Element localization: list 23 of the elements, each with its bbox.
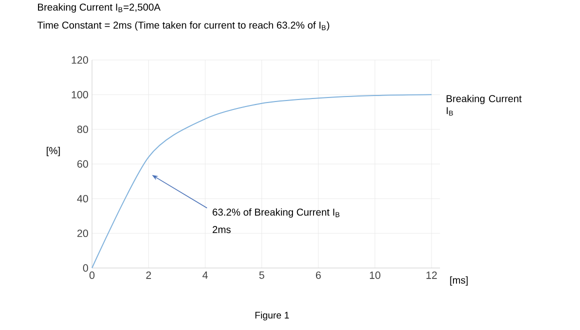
y-tick-label: 0 (83, 264, 88, 272)
chart-title: Breaking Current I$_{B}$=2,500A (38, 3, 161, 13)
x-tick-label: 2 (146, 272, 151, 279)
series-label: Breaking Current I$_{B}$ (446, 94, 522, 116)
x-tick-label: 5 (259, 272, 264, 279)
y-tick-label: 100 (72, 90, 88, 98)
y-tick-label: 40 (77, 194, 88, 202)
chart-subtitle: Time Constant = 2ms (Time taken for current to reach 63.2% of I$_{B}$) (37, 21, 330, 31)
y-axis-title: [%] (46, 146, 60, 156)
y-tick-label: 20 (77, 230, 88, 238)
x-tick-label: 0 (90, 272, 95, 279)
y-tick-label: 80 (77, 126, 88, 134)
x-tick-label: 10 (370, 272, 380, 279)
y-tick-label: 120 (72, 56, 88, 64)
line-series (92, 94, 432, 268)
x-tick-label: 6 (316, 272, 321, 279)
y-tick-label: 60 (77, 160, 88, 168)
x-axis-title: [ms] (450, 276, 468, 286)
annotation: 2ms (212, 226, 231, 234)
annotation: 63.2% of Breaking Current I$_{B}$ (212, 208, 340, 218)
caption: Figure 1 (255, 312, 289, 320)
x-tick-label: 4 (202, 272, 208, 279)
x-tick-label: 12 (426, 272, 437, 279)
